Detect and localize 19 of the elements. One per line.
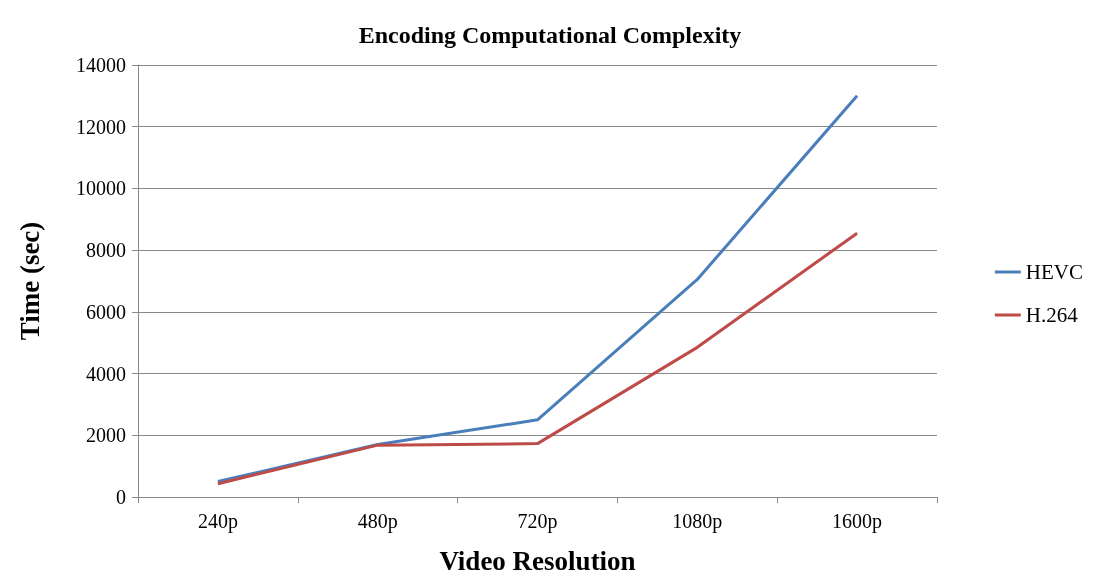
x-tick-label: 1080p <box>672 510 723 533</box>
x-tick-label: 480p <box>357 510 398 533</box>
line-series <box>216 231 859 486</box>
y-tick-label: 10000 <box>76 177 126 200</box>
y-tick-label: 12000 <box>76 115 126 138</box>
legend-label: HEVC <box>1025 260 1084 284</box>
y-tick-label: 0 <box>116 486 126 508</box>
y-axis-title: Time (sec) <box>14 221 45 341</box>
y-tick-label: 2000 <box>86 424 126 447</box>
y-tick-label: 8000 <box>86 239 126 262</box>
x-axis-title: Video Resolution <box>439 545 636 576</box>
x-tick-label: 1600p <box>832 510 883 533</box>
x-tick-label: 720p <box>517 510 558 533</box>
x-tick-label: 240p <box>197 510 238 533</box>
legend-label: H.264 <box>1025 303 1079 327</box>
y-tick-label: 14000 <box>76 54 126 76</box>
chart-title: Encoding Computational Complexity <box>358 22 742 48</box>
y-tick-label: 4000 <box>86 362 126 385</box>
y-tick-label: 6000 <box>86 300 126 323</box>
